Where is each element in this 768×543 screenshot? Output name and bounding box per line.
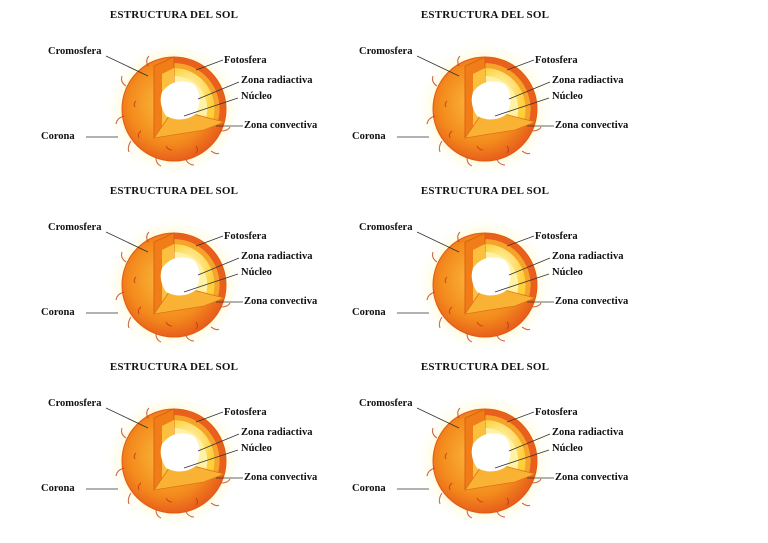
leader-cromosfera [105,407,149,429]
panel-title: ESTRUCTURA DEL SOL [109,185,239,197]
leader-fotosfera [506,235,535,247]
label-corona: Corona [352,483,386,494]
solar-filaments [115,407,231,519]
leader-fotosfera [195,59,224,71]
label-corona: Corona [352,307,386,318]
label-cromosfera: Cromosfera [359,222,413,233]
panel-title: ESTRUCTURA DEL SOL [109,9,239,21]
core [471,433,511,472]
core [471,257,511,296]
leader-nucleo [183,449,239,469]
label-zona-radiactiva: Zona radiactiva [241,427,313,438]
sun-structure-panel-1: ESTRUCTURA DEL SOL [36,6,346,182]
leader-lines [86,407,243,490]
leader-nucleo [183,97,239,117]
leader-lines [86,55,243,138]
label-nucleo: Núcleo [552,443,583,454]
core [160,433,200,472]
leader-lines [397,231,554,314]
leader-cromosfera [416,55,460,77]
label-zona-radiactiva: Zona radiactiva [241,251,313,262]
sun-structure-panel-4: ESTRUCTURA DEL SOL [347,182,657,358]
core [160,81,200,120]
solar-filaments [426,55,542,167]
sun-diagram [86,215,244,355]
leader-cromosfera [105,55,149,77]
leader-nucleo [494,273,550,293]
label-zona-convectiva: Zona convectiva [244,120,318,131]
sun-diagram [397,391,555,531]
label-nucleo: Núcleo [241,443,272,454]
leader-cromosfera [105,231,149,253]
label-fotosfera: Fotosfera [535,231,578,242]
label-cromosfera: Cromosfera [48,222,102,233]
panel-title: ESTRUCTURA DEL SOL [420,361,550,373]
leader-zona-radiactiva [508,81,551,100]
label-fotosfera: Fotosfera [535,407,578,418]
label-fotosfera: Fotosfera [224,231,267,242]
sun-structure-panel-2: ESTRUCTURA DEL SOL [347,6,657,182]
sun-diagram [397,39,555,179]
leader-fotosfera [506,59,535,71]
label-cromosfera: Cromosfera [359,46,413,57]
panel-title: ESTRUCTURA DEL SOL [420,185,550,197]
sun-diagram [86,39,244,179]
label-cromosfera: Cromosfera [48,46,102,57]
label-zona-convectiva: Zona convectiva [244,296,318,307]
panel-title: ESTRUCTURA DEL SOL [109,361,239,373]
label-nucleo: Núcleo [241,267,272,278]
leader-lines [397,407,554,490]
leader-zona-radiactiva [197,81,240,100]
label-fotosfera: Fotosfera [224,55,267,66]
sun-structure-panel-5: ESTRUCTURA DEL SOL [36,358,346,534]
label-nucleo: Núcleo [552,91,583,102]
label-zona-radiactiva: Zona radiactiva [552,75,624,86]
label-zona-radiactiva: Zona radiactiva [241,75,313,86]
label-corona: Corona [352,131,386,142]
label-cromosfera: Cromosfera [359,398,413,409]
label-nucleo: Núcleo [552,267,583,278]
sun-diagram [86,391,244,531]
leader-lines [86,231,243,314]
panel-title: ESTRUCTURA DEL SOL [420,9,550,21]
label-zona-convectiva: Zona convectiva [244,472,318,483]
leader-zona-radiactiva [508,433,551,452]
leader-nucleo [183,273,239,293]
label-fotosfera: Fotosfera [224,407,267,418]
leader-fotosfera [506,411,535,423]
solar-filaments [115,55,231,167]
leader-lines [397,55,554,138]
label-corona: Corona [41,307,75,318]
label-zona-radiactiva: Zona radiactiva [552,251,624,262]
core [471,81,511,120]
core [160,257,200,296]
solar-filaments [426,231,542,343]
leader-cromosfera [416,231,460,253]
label-zona-convectiva: Zona convectiva [555,120,629,131]
solar-filaments [426,407,542,519]
label-corona: Corona [41,131,75,142]
label-zona-convectiva: Zona convectiva [555,296,629,307]
leader-nucleo [494,449,550,469]
label-corona: Corona [41,483,75,494]
leader-fotosfera [195,411,224,423]
label-zona-convectiva: Zona convectiva [555,472,629,483]
leader-cromosfera [416,407,460,429]
label-nucleo: Núcleo [241,91,272,102]
label-cromosfera: Cromosfera [48,398,102,409]
sun-structure-panel-3: ESTRUCTURA DEL SOL [36,182,346,358]
label-fotosfera: Fotosfera [535,55,578,66]
leader-zona-radiactiva [197,433,240,452]
leader-zona-radiactiva [508,257,551,276]
leader-nucleo [494,97,550,117]
leader-fotosfera [195,235,224,247]
sun-diagram [397,215,555,355]
label-zona-radiactiva: Zona radiactiva [552,427,624,438]
solar-filaments [115,231,231,343]
leader-zona-radiactiva [197,257,240,276]
sun-structure-panel-6: ESTRUCTURA DEL SOL [347,358,657,534]
